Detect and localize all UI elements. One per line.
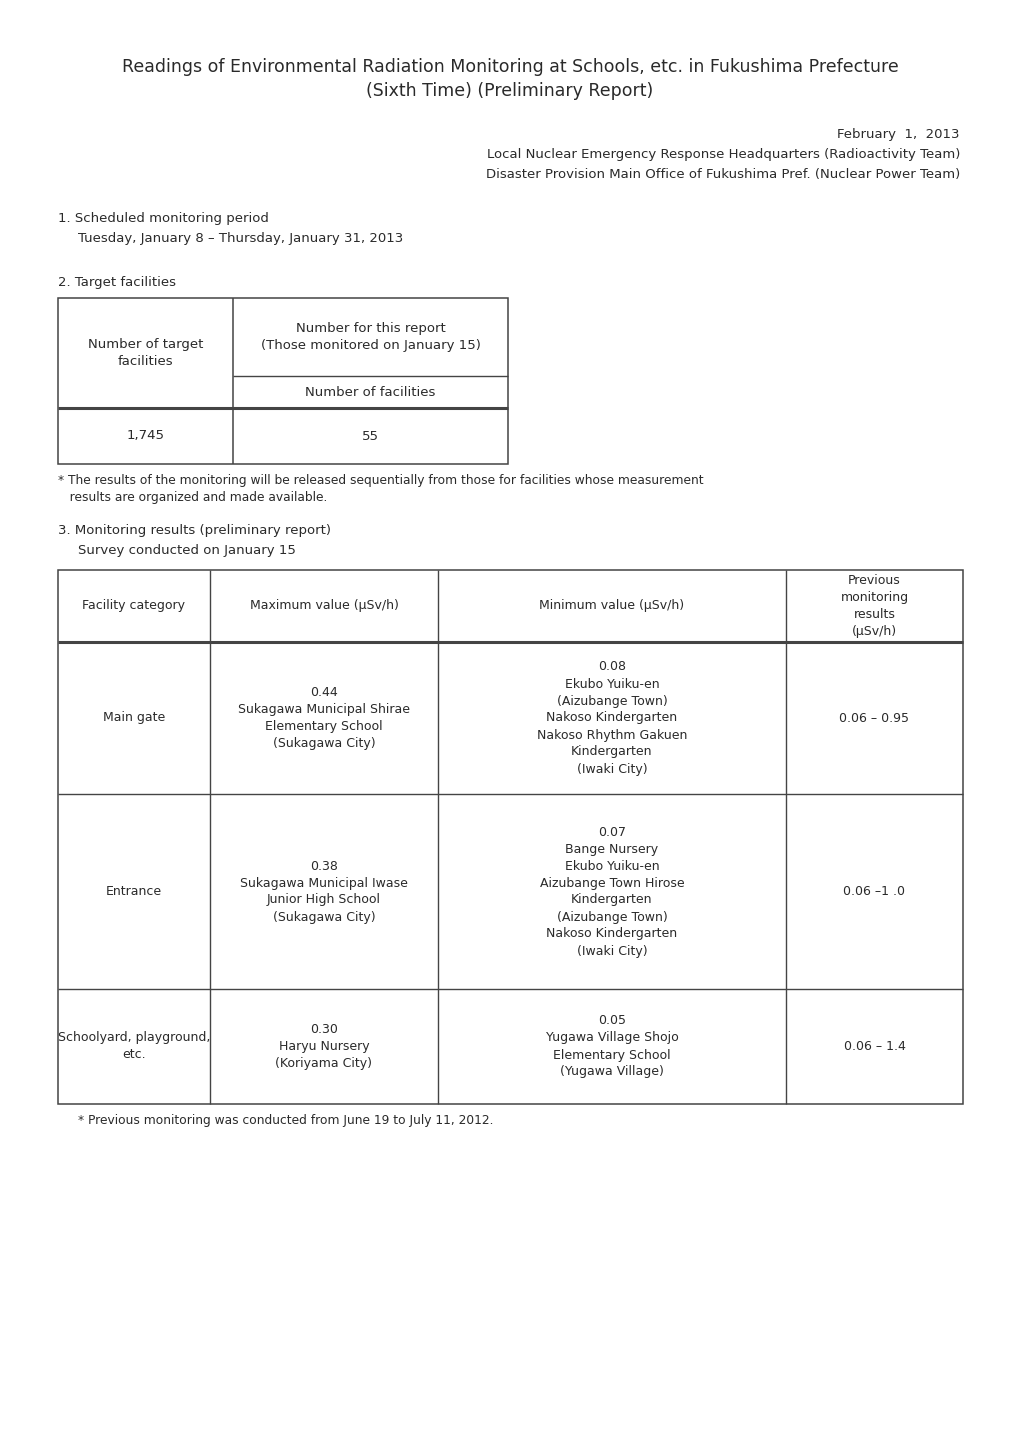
Text: * The results of the monitoring will be released sequentially from those for fac: * The results of the monitoring will be … <box>58 474 703 487</box>
Text: 3. Monitoring results (preliminary report): 3. Monitoring results (preliminary repor… <box>58 523 331 536</box>
Text: Number of target
facilities: Number of target facilities <box>88 337 203 368</box>
Text: Local Nuclear Emergency Response Headquarters (Radioactivity Team): Local Nuclear Emergency Response Headqua… <box>486 149 959 162</box>
Text: Entrance: Entrance <box>106 885 162 898</box>
Text: 0.07
Bange Nursery
Ekubo Yuiku-en
Aizubange Town Hirose
Kindergarten
(Aizubange : 0.07 Bange Nursery Ekubo Yuiku-en Aizuba… <box>539 825 684 957</box>
Text: 0.06 –1 .0: 0.06 –1 .0 <box>843 885 905 898</box>
Text: (Sixth Time) (Preliminary Report): (Sixth Time) (Preliminary Report) <box>366 82 653 99</box>
Text: 1. Scheduled monitoring period: 1. Scheduled monitoring period <box>58 212 269 225</box>
Text: 55: 55 <box>362 430 379 443</box>
Text: Readings of Environmental Radiation Monitoring at Schools, etc. in Fukushima Pre: Readings of Environmental Radiation Moni… <box>121 58 898 76</box>
Text: Minimum value (μSv/h): Minimum value (μSv/h) <box>539 600 684 613</box>
Text: Facility category: Facility category <box>83 600 185 613</box>
Text: 0.05
Yugawa Village Shojo
Elementary School
(Yugawa Village): 0.05 Yugawa Village Shojo Elementary Sch… <box>545 1015 678 1079</box>
Text: February  1,  2013: February 1, 2013 <box>837 128 959 141</box>
Text: Main gate: Main gate <box>103 711 165 724</box>
Text: * Previous monitoring was conducted from June 19 to July 11, 2012.: * Previous monitoring was conducted from… <box>77 1115 493 1128</box>
Bar <box>58 570 962 1105</box>
Text: 0.44
Sukagawa Municipal Shirae
Elementary School
(Sukagawa City): 0.44 Sukagawa Municipal Shirae Elementar… <box>237 686 410 750</box>
Text: 1,745: 1,745 <box>126 430 164 443</box>
Text: Number for this report
(Those monitored on January 15): Number for this report (Those monitored … <box>260 322 480 352</box>
Text: 0.30
Haryu Nursery
(Koriyama City): 0.30 Haryu Nursery (Koriyama City) <box>275 1022 372 1070</box>
Text: 0.06 – 1.4: 0.06 – 1.4 <box>843 1040 905 1053</box>
Text: Tuesday, January 8 – Thursday, January 31, 2013: Tuesday, January 8 – Thursday, January 3… <box>77 232 403 245</box>
Text: Maximum value (μSv/h): Maximum value (μSv/h) <box>250 600 398 613</box>
Text: Schoolyard, playground,
etc.: Schoolyard, playground, etc. <box>58 1031 210 1061</box>
Text: 0.08
Ekubo Yuiku-en
(Aizubange Town)
Nakoso Kindergarten
Nakoso Rhythm Gakuen
Ki: 0.08 Ekubo Yuiku-en (Aizubange Town) Nak… <box>536 660 687 776</box>
Text: 0.06 – 0.95: 0.06 – 0.95 <box>839 711 909 724</box>
Text: Disaster Provision Main Office of Fukushima Pref. (Nuclear Power Team): Disaster Provision Main Office of Fukush… <box>485 169 959 182</box>
Text: 0.38
Sukagawa Municipal Iwase
Junior High School
(Sukagawa City): 0.38 Sukagawa Municipal Iwase Junior Hig… <box>239 859 408 923</box>
Text: results are organized and made available.: results are organized and made available… <box>58 490 327 505</box>
Text: Number of facilities: Number of facilities <box>305 385 435 398</box>
Text: Survey conducted on January 15: Survey conducted on January 15 <box>77 544 296 557</box>
Text: Previous
monitoring
results
(μSv/h): Previous monitoring results (μSv/h) <box>840 574 908 637</box>
Text: 2. Target facilities: 2. Target facilities <box>58 275 176 288</box>
Bar <box>58 298 507 464</box>
